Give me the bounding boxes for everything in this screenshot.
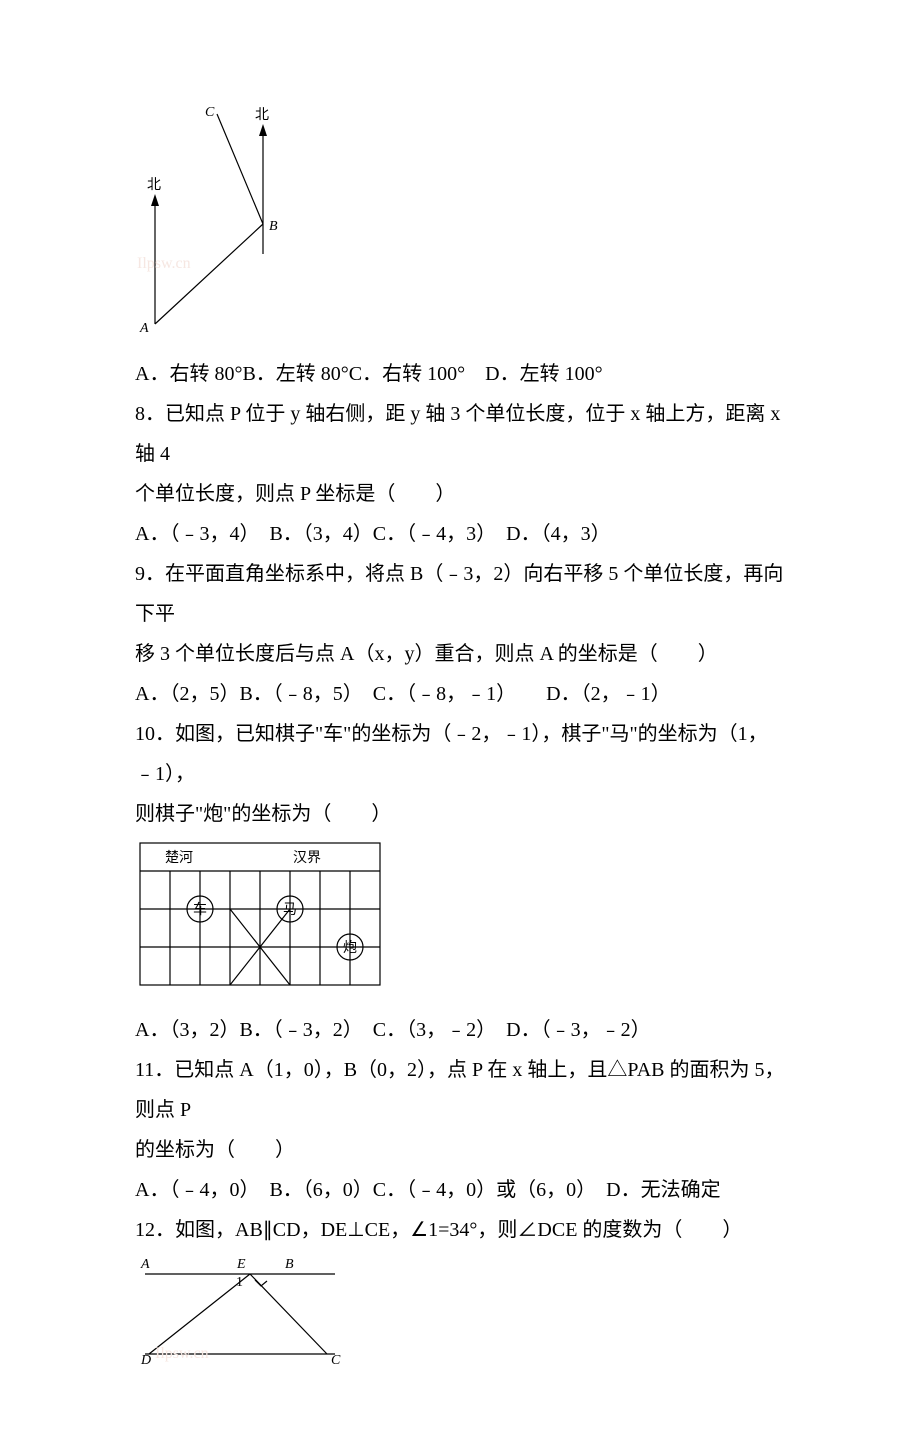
q8-option-d: D．（4，3） [506, 523, 610, 545]
q10-options: A．（3，2）B．（﹣3，2） C．（3，﹣2） D．（﹣3，﹣2） [135, 1010, 785, 1050]
label-D: D [140, 1353, 151, 1364]
q8-option-c: C．（﹣4，3） [373, 523, 486, 545]
q10-option-c: C．（3，﹣2） [373, 1019, 486, 1041]
q7-option-d: D．左转 100° [485, 363, 602, 385]
q9-options: A．（2，5）B．（﹣8，5） C．（﹣8，﹣1） D．（2，﹣1） [135, 674, 785, 714]
page: 北 A B 北 C Ilpsw.cn A．右转 80°B．左转 80°C．右转 … [0, 0, 920, 1444]
q12-figure: A B E D C 1 Ilpsw.cn [135, 1254, 785, 1378]
q8-stem-line2: 个单位长度，则点 P 坐标是（ ） [135, 474, 785, 514]
label-pao: 炮 [343, 940, 357, 956]
label-one: 1 [236, 1275, 243, 1290]
q9-option-a: A．（2，5） [135, 683, 239, 705]
label-A: A [140, 1257, 150, 1272]
q10-option-b: B．（﹣3，2） [239, 1019, 352, 1041]
q9-option-c: C．（﹣8，﹣1） [373, 683, 506, 705]
q8-option-a: A．（﹣3，4） [135, 523, 249, 545]
q11-stem-line2: 的坐标为（ ） [135, 1130, 785, 1170]
q7-option-c: C．右转 100° [349, 363, 465, 385]
label-E: E [236, 1257, 246, 1272]
label-ma: 马 [283, 902, 297, 918]
q11-option-c: C．（﹣4，0）或（6，0） [373, 1179, 586, 1201]
q7-diagram: 北 A B 北 C [135, 104, 295, 334]
q10-board: 楚河 汉界 车 马 炮 [135, 838, 385, 990]
q7-option-a: A．右转 80° [135, 363, 242, 385]
label-che: 车 [193, 901, 207, 918]
q10-stem-line2: 则棋子"炮"的坐标为（ ） [135, 794, 785, 834]
label-A: A [139, 321, 149, 334]
q11-option-b: B．（6，0） [269, 1179, 372, 1201]
label-B: B [269, 219, 278, 234]
q9-stem-line1: 9．在平面直角坐标系中，将点 B（﹣3，2）向右平移 5 个单位长度，再向下平 [135, 554, 785, 634]
q8-option-b: B．（3，4） [269, 523, 372, 545]
q10-stem-line1: 10．如图，已知棋子"车"的坐标为（﹣2，﹣1），棋子"马"的坐标为（1，﹣1）… [135, 714, 785, 794]
q9-option-b: B．（﹣8，5） [239, 683, 352, 705]
label-hanjie: 汉界 [293, 850, 321, 866]
label-C: C [205, 105, 215, 120]
q12-stem: 12．如图，AB∥CD，DE⊥CE，∠1=34°，则∠DCE 的度数为（ ） [135, 1210, 785, 1250]
q11-options: A．（﹣4，0） B．（6，0）C．（﹣4，0）或（6，0） D．无法确定 [135, 1170, 785, 1210]
q7-options: A．右转 80°B．左转 80°C．右转 100° D．左转 100° [135, 354, 785, 394]
q7-option-b: B．左转 80° [242, 363, 348, 385]
q12-diagram: A B E D C 1 [135, 1254, 345, 1364]
label-B: B [285, 1257, 294, 1272]
q9-stem-line2: 移 3 个单位长度后与点 A（x，y）重合，则点 A 的坐标是（ ） [135, 634, 785, 674]
label-north-left: 北 [147, 177, 161, 193]
q11-stem-line1: 11．已知点 A（1，0），B（0，2），点 P 在 x 轴上，且△PAB 的面… [135, 1050, 785, 1130]
q10-figure: 楚河 汉界 车 马 炮 [135, 838, 785, 1004]
q10-option-d: D．（﹣3，﹣2） [506, 1019, 650, 1041]
label-north-top: 北 [255, 107, 269, 123]
q8-options: A．（﹣3，4） B．（3，4）C．（﹣4，3） D．（4，3） [135, 514, 785, 554]
q11-option-d: D．无法确定 [606, 1179, 720, 1201]
q10-option-a: A．（3，2） [135, 1019, 239, 1041]
label-chuhe: 楚河 [165, 850, 193, 866]
q8-stem-line1: 8．已知点 P 位于 y 轴右侧，距 y 轴 3 个单位长度，位于 x 轴上方，… [135, 394, 785, 474]
q7-figure: 北 A B 北 C Ilpsw.cn [135, 104, 785, 348]
label-C: C [331, 1353, 341, 1364]
q9-option-d: D．（2，﹣1） [546, 683, 670, 705]
q11-option-a: A．（﹣4，0） [135, 1179, 249, 1201]
